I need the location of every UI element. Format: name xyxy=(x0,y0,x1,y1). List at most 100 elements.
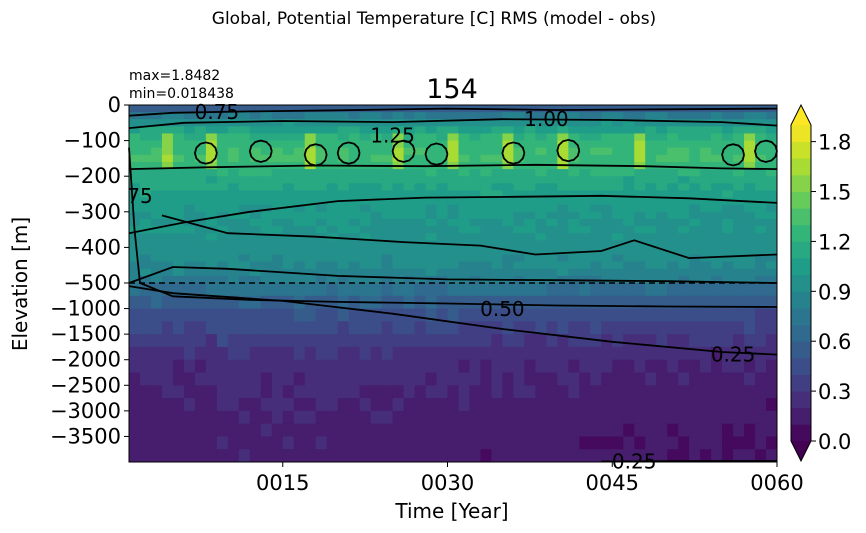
heatmap-cell xyxy=(634,308,646,322)
heatmap-cell xyxy=(205,275,218,284)
heatmap-cell xyxy=(414,176,427,184)
heatmap-cell xyxy=(436,133,449,142)
heatmap-cell xyxy=(535,140,547,149)
heatmap-cell xyxy=(337,204,350,213)
heatmap-cell xyxy=(491,410,503,425)
heatmap-cell xyxy=(689,140,701,149)
heatmap-cell xyxy=(205,268,218,277)
heatmap-cell xyxy=(359,449,372,463)
heatmap-cell xyxy=(458,147,470,156)
heatmap-cell xyxy=(601,275,613,284)
heatmap-cell xyxy=(392,449,405,463)
heatmap-cell xyxy=(403,119,416,127)
heatmap-cell xyxy=(205,346,218,361)
heatmap-cell xyxy=(700,268,712,277)
heatmap-cell xyxy=(359,261,372,270)
heatmap-cell xyxy=(612,169,624,177)
heatmap-cell xyxy=(557,176,569,184)
heatmap-cell xyxy=(238,372,251,386)
heatmap-cell xyxy=(227,112,240,120)
heatmap-cell xyxy=(733,449,745,463)
heatmap-cell xyxy=(348,190,361,199)
heatmap-cell xyxy=(700,247,712,256)
heatmap-cell xyxy=(601,147,613,156)
heatmap-cell xyxy=(315,268,328,277)
heatmap-cell xyxy=(535,247,547,256)
heatmap-cell xyxy=(326,105,339,113)
heatmap-cell xyxy=(755,183,767,191)
heatmap-cell xyxy=(491,233,503,241)
heatmap-cell xyxy=(546,372,558,386)
heatmap-cell xyxy=(150,176,163,184)
heatmap-cell xyxy=(150,112,163,120)
heatmap-cell xyxy=(524,410,536,425)
heatmap-cell xyxy=(744,449,756,463)
heatmap-cell xyxy=(513,372,525,386)
heatmap-cell xyxy=(733,283,745,297)
heatmap-cell xyxy=(359,226,372,234)
heatmap-cell xyxy=(766,410,778,425)
heatmap-cell xyxy=(667,126,679,134)
heatmap-cell xyxy=(414,268,427,277)
heatmap-cell xyxy=(458,308,470,322)
heatmap-cell xyxy=(513,283,525,297)
heatmap-cell xyxy=(700,321,712,335)
heatmap-cell xyxy=(326,204,339,213)
heatmap-cell xyxy=(282,308,295,322)
heatmap-cell xyxy=(216,398,229,412)
heatmap-cell xyxy=(425,308,438,322)
heatmap-cell xyxy=(249,240,262,248)
heatmap-cell xyxy=(634,204,646,213)
heatmap-cell xyxy=(469,283,481,297)
heatmap-cell xyxy=(546,183,558,191)
heatmap-cell xyxy=(667,161,679,170)
heatmap-cell xyxy=(480,211,492,220)
heatmap-cell xyxy=(282,126,295,134)
heatmap-cell xyxy=(183,204,196,213)
heatmap-cell xyxy=(678,197,690,206)
heatmap-cell xyxy=(711,169,723,177)
heatmap-cell xyxy=(183,423,196,437)
heatmap-cell xyxy=(733,211,745,220)
heatmap-cell xyxy=(150,147,163,156)
heatmap-cell xyxy=(557,334,569,348)
heatmap-cell xyxy=(183,240,196,248)
heatmap-cell xyxy=(458,247,470,256)
heatmap-cell xyxy=(129,190,141,199)
heatmap-cell xyxy=(381,308,394,322)
heatmap-cell xyxy=(700,119,712,127)
heatmap-cell xyxy=(172,112,185,120)
heatmap-cell xyxy=(458,226,470,234)
heatmap-cell xyxy=(513,133,525,142)
heatmap-cell xyxy=(524,233,536,241)
heatmap-cell xyxy=(678,233,690,241)
heatmap-cell xyxy=(370,218,383,227)
heatmap-cell xyxy=(139,112,152,120)
heatmap-cell xyxy=(216,240,229,248)
heatmap-cell xyxy=(249,197,262,206)
heatmap-cell xyxy=(304,410,317,425)
heatmap-cell xyxy=(557,112,569,120)
heatmap-cell xyxy=(656,169,668,177)
heatmap-cell xyxy=(546,147,558,156)
heatmap-cell xyxy=(667,449,679,463)
heatmap-cell xyxy=(161,112,174,120)
heatmap-cell xyxy=(436,423,449,437)
heatmap-cell xyxy=(249,176,262,184)
heatmap-cell xyxy=(194,183,207,191)
heatmap-cell xyxy=(392,147,405,156)
heatmap-cell xyxy=(579,154,591,163)
heatmap-cell xyxy=(678,283,690,297)
heatmap-cell xyxy=(161,183,174,191)
heatmap-cell xyxy=(271,359,284,373)
heatmap-cell xyxy=(381,410,394,425)
heatmap-cell xyxy=(568,308,580,322)
heatmap-cell xyxy=(579,449,591,463)
heatmap-cell xyxy=(744,161,756,170)
heatmap-cell xyxy=(129,436,141,450)
heatmap-cell xyxy=(304,211,317,220)
heatmap-cell xyxy=(326,240,339,248)
heatmap-cell xyxy=(337,190,350,199)
heatmap-cell xyxy=(601,385,613,399)
heatmap-cell xyxy=(249,140,262,149)
